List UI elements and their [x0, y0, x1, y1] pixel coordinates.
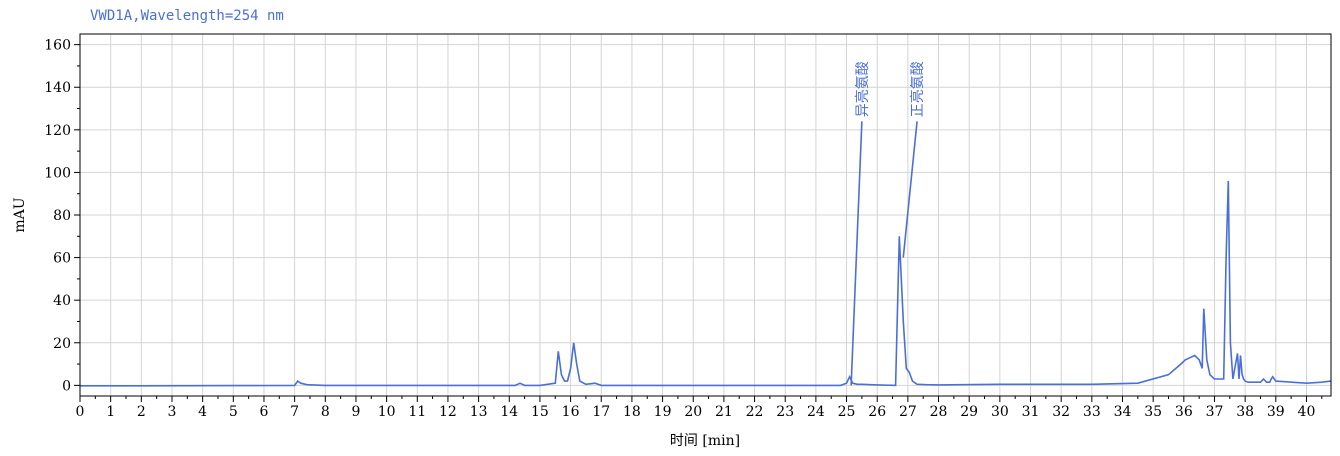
- x-tick-label: 32: [1052, 404, 1070, 420]
- y-tick-label: 80: [53, 208, 71, 224]
- peak-annotation-line: [850, 121, 863, 386]
- y-axis-ticks: 0 20 40 60 80 100 120 140 160: [44, 38, 80, 394]
- x-tick-label: 8: [321, 404, 330, 420]
- x-tick-label: 25: [838, 404, 856, 420]
- x-tick-label: 12: [439, 404, 457, 420]
- y-tick-label: 60: [53, 251, 71, 267]
- x-tick-label: 33: [1083, 404, 1101, 420]
- x-tick-label: 23: [776, 404, 794, 420]
- x-tick-label: 38: [1236, 404, 1254, 420]
- x-tick-label: 26: [868, 404, 886, 420]
- x-tick-label: 15: [531, 404, 549, 420]
- y-tick-label: 0: [62, 378, 71, 394]
- signal-trace: [80, 180, 1332, 387]
- x-tick-label: 31: [1022, 404, 1040, 420]
- x-tick-label: 3: [168, 404, 177, 420]
- signal-title: VWD1A,Wavelength=254 nm: [90, 8, 284, 24]
- plot-frame: [79, 33, 1332, 397]
- x-tick-label: 28: [930, 404, 948, 420]
- x-tick-label: 13: [470, 404, 488, 420]
- x-tick-label: 40: [1298, 404, 1316, 420]
- x-tick-label: 21: [715, 404, 733, 420]
- x-tick-label: 2: [137, 404, 146, 420]
- peak-annotation-line: [902, 121, 918, 258]
- x-tick-label: 4: [198, 404, 207, 420]
- y-tick-label: 20: [53, 336, 71, 352]
- x-tick-label: 35: [1144, 404, 1162, 420]
- x-tick-label: 11: [408, 404, 426, 420]
- y-tick-label: 140: [44, 80, 71, 96]
- x-tick-label: 37: [1206, 404, 1224, 420]
- x-tick-label: 7: [290, 404, 299, 420]
- x-tick-label: 20: [684, 404, 702, 420]
- x-tick-label: 0: [76, 404, 85, 420]
- x-tick-label: 30: [991, 404, 1009, 420]
- x-axis-label: 时间 [min]: [670, 433, 740, 449]
- x-tick-label: 9: [351, 404, 360, 420]
- y-axis-label: mAU: [12, 197, 28, 232]
- y-tick-label: 160: [44, 38, 71, 54]
- x-tick-label: 18: [623, 404, 641, 420]
- x-tick-label: 10: [378, 404, 396, 420]
- x-tick-label: 17: [592, 404, 610, 420]
- x-axis-ticks: 0 1 2 3 4 5 6 7 8 9 10 11 12 13 14 15 16 17 18 19 20 21 22 23 24…: [76, 396, 1323, 420]
- x-tick-label: 24: [807, 404, 825, 420]
- x-tick-label: 39: [1267, 404, 1285, 420]
- y-tick-label: 40: [53, 293, 71, 309]
- x-tick-label: 22: [746, 404, 764, 420]
- x-tick-label: 27: [899, 404, 917, 420]
- x-tick-label: 36: [1175, 404, 1193, 420]
- x-tick-label: 14: [500, 404, 518, 420]
- x-tick-label: 34: [1114, 404, 1132, 420]
- x-tick-label: 16: [562, 404, 580, 420]
- y-tick-label: 100: [44, 165, 71, 181]
- x-tick-label: 6: [260, 404, 269, 420]
- x-tick-label: 1: [106, 404, 115, 420]
- x-tick-label: 5: [229, 404, 238, 420]
- x-tick-label: 29: [960, 404, 978, 420]
- peak-label: 异亮氨酸: [854, 61, 871, 117]
- x-tick-label: 19: [654, 404, 672, 420]
- y-tick-label: 120: [44, 123, 71, 139]
- grid: [79, 34, 1331, 396]
- peak-label: 正亮氨酸: [909, 61, 926, 117]
- peak-annotations: 异亮氨酸 正亮氨酸: [850, 61, 926, 386]
